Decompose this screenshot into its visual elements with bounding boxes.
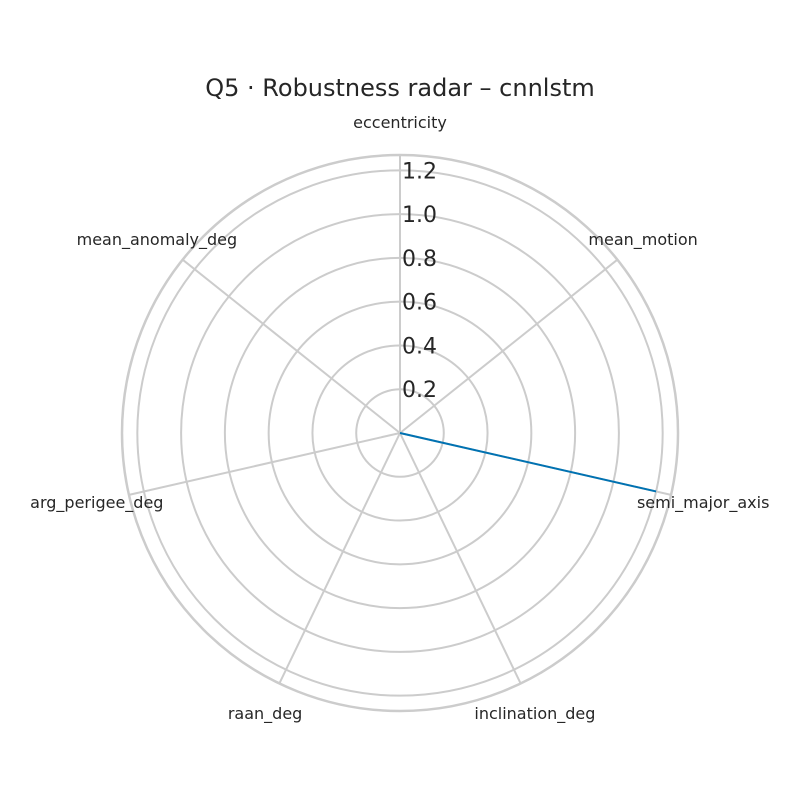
axis-label-raan_deg: raan_deg xyxy=(228,704,302,724)
r-tick-label-0.2: 0.2 xyxy=(402,378,437,403)
axis-label-layer: eccentricity mean_motion semi_major_axisin… xyxy=(30,113,769,724)
axis-label-mean_motion: mean_motion xyxy=(588,230,697,250)
tick-label-layer: 0.2 0.4 0.6 0.8 1.0 1.2 xyxy=(402,159,437,403)
r-tick-label-1.0: 1.0 xyxy=(402,203,437,228)
chart-title: Q5 · Robustness radar – cnnlstm xyxy=(205,74,595,102)
spoke-arg_perigee_deg xyxy=(128,432,401,496)
r-tick-label-1.2: 1.2 xyxy=(402,159,437,184)
r-tick-label-0.4: 0.4 xyxy=(402,334,437,359)
spoke-mean_anomaly_deg xyxy=(182,258,401,434)
axis-label-arg_perigee_deg: arg_perigee_deg xyxy=(30,493,163,513)
axis-label-inclination_deg: inclination_deg xyxy=(474,704,595,724)
axis-label-semi_major_axis: semi_major_axis xyxy=(637,493,769,513)
series-layer xyxy=(399,432,657,493)
grid-layer xyxy=(120,153,680,713)
spoke-inclination_deg xyxy=(399,432,522,684)
r-tick-label-0.8: 0.8 xyxy=(402,247,437,272)
axis-label-eccentricity: eccentricity xyxy=(353,113,447,132)
spoke-raan_deg xyxy=(278,432,401,684)
r-tick-label-0.6: 0.6 xyxy=(402,291,437,316)
spoke-mean_motion xyxy=(399,258,618,434)
series-line-0 xyxy=(399,432,657,493)
axis-label-mean_anomaly_deg: mean_anomaly_deg xyxy=(77,230,238,250)
